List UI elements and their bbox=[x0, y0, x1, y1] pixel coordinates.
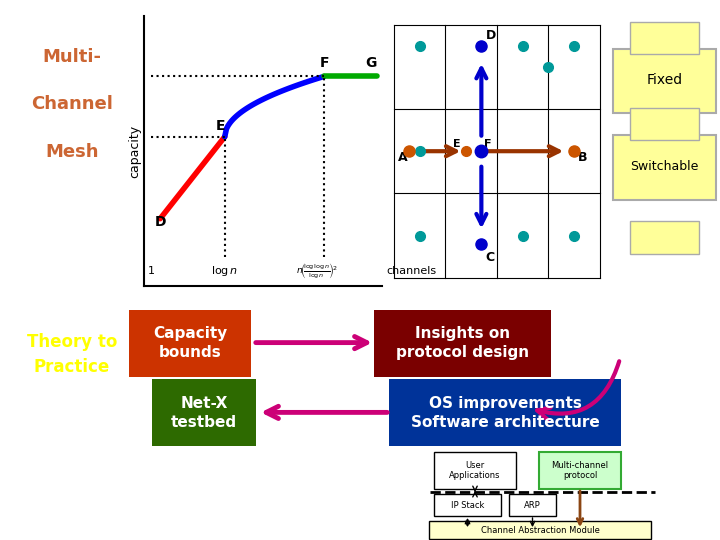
FancyBboxPatch shape bbox=[434, 453, 516, 489]
Text: Capacity
bounds: Capacity bounds bbox=[153, 326, 227, 360]
Text: D: D bbox=[485, 29, 496, 42]
Text: C: C bbox=[485, 251, 495, 264]
FancyBboxPatch shape bbox=[389, 380, 621, 446]
Y-axis label: capacity: capacity bbox=[128, 125, 141, 178]
FancyBboxPatch shape bbox=[129, 310, 251, 376]
FancyBboxPatch shape bbox=[539, 453, 621, 489]
Text: E: E bbox=[215, 118, 225, 132]
FancyBboxPatch shape bbox=[613, 135, 716, 200]
Text: F: F bbox=[319, 56, 329, 70]
Text: OS improvements
Software architecture: OS improvements Software architecture bbox=[410, 396, 599, 430]
Text: D: D bbox=[154, 215, 166, 229]
Text: $n\!\left(\!\frac{\log\log n}{\log n}\!\right)^{\!2}$: $n\!\left(\!\frac{\log\log n}{\log n}\!\… bbox=[297, 262, 338, 281]
Text: F: F bbox=[485, 139, 492, 149]
Text: User
Applications: User Applications bbox=[449, 461, 500, 481]
Text: G: G bbox=[366, 56, 377, 70]
FancyBboxPatch shape bbox=[434, 494, 501, 516]
FancyBboxPatch shape bbox=[429, 521, 651, 539]
FancyBboxPatch shape bbox=[629, 221, 699, 254]
Text: Channel: Channel bbox=[31, 95, 113, 113]
Text: Multi-channel
protocol: Multi-channel protocol bbox=[552, 461, 608, 481]
Text: Net-X:: Net-X: bbox=[40, 9, 104, 27]
Text: Mesh: Mesh bbox=[45, 143, 99, 160]
Text: $\log n$: $\log n$ bbox=[211, 264, 238, 278]
Text: ARP: ARP bbox=[524, 501, 541, 510]
Text: Switchable: Switchable bbox=[630, 159, 698, 173]
FancyBboxPatch shape bbox=[152, 380, 256, 446]
Text: Fixed: Fixed bbox=[646, 73, 683, 86]
Text: A: A bbox=[398, 151, 408, 164]
Text: Channel Abstraction Module: Channel Abstraction Module bbox=[480, 525, 600, 535]
Text: channels: channels bbox=[386, 266, 436, 276]
Text: Net-X
testbed: Net-X testbed bbox=[171, 396, 237, 430]
Text: Insights on
protocol design: Insights on protocol design bbox=[396, 326, 529, 360]
FancyBboxPatch shape bbox=[629, 22, 699, 54]
Text: Theory to
Practice: Theory to Practice bbox=[27, 333, 117, 376]
FancyBboxPatch shape bbox=[374, 310, 551, 376]
Text: B: B bbox=[578, 151, 588, 164]
FancyBboxPatch shape bbox=[629, 108, 699, 140]
Text: E: E bbox=[453, 139, 461, 149]
FancyBboxPatch shape bbox=[509, 494, 556, 516]
FancyBboxPatch shape bbox=[613, 49, 716, 113]
Text: 1: 1 bbox=[148, 266, 154, 276]
Text: IP Stack: IP Stack bbox=[451, 501, 484, 510]
Text: Multi-: Multi- bbox=[42, 48, 102, 65]
